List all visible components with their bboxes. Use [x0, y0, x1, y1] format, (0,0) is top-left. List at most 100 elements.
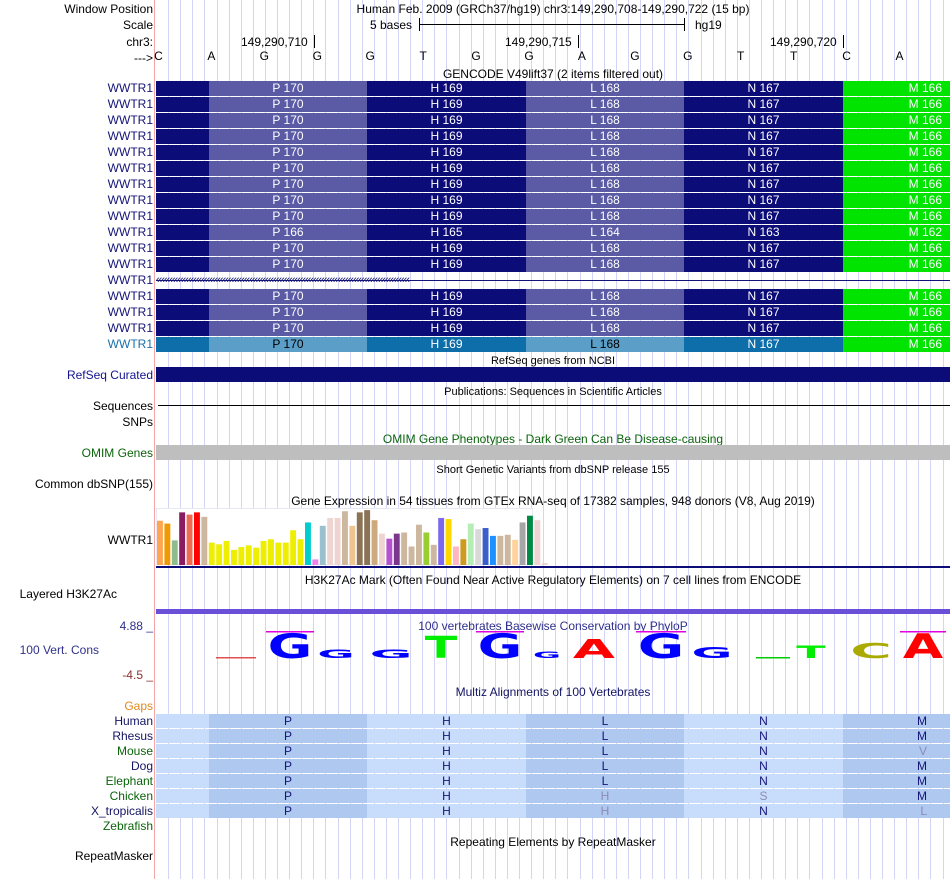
gencode-transcript-row[interactable]: P 170 H 169 L 168 N 167 M 166	[156, 161, 950, 176]
gencode-row-label[interactable]: WWTR1	[107, 177, 153, 191]
gencode-row-label[interactable]: WWTR1	[107, 97, 153, 111]
species-label[interactable]: Rhesus	[112, 729, 153, 743]
codon-segment: L 168	[526, 209, 684, 224]
gencode-row-label[interactable]: WWTR1	[107, 209, 153, 223]
gencode-row-label[interactable]: WWTR1	[107, 145, 153, 159]
gencode-transcript-row[interactable]: P 170 H 169 L 168 N 167 M 166	[156, 209, 950, 224]
gencode-transcript-row[interactable]: P 170 H 169 L 168 N 167 M 166	[156, 113, 950, 128]
alignment-codon: H	[367, 774, 526, 788]
sequence-base: A	[895, 49, 904, 63]
gencode-transcript-row[interactable]: P 170 H 169 L 168 N 167 M 166	[156, 305, 950, 320]
species-label[interactable]: Mouse	[116, 744, 153, 758]
repeatmasker-title: Repeating Elements by RepeatMasker	[450, 835, 656, 849]
gtex-tissue-bar	[423, 532, 430, 565]
sequence-base: A	[207, 49, 216, 63]
codon-partial	[156, 209, 209, 224]
browser-tracks[interactable]: Human Feb. 2009 (GRCh37/hg19) chr3:149,2…	[154, 0, 950, 879]
species-label[interactable]: Dog	[130, 759, 153, 773]
gencode-transcript-row[interactable]: P 170 H 169 L 168 N 167 M 166	[156, 177, 950, 192]
gencode-row-label[interactable]: WWTR1	[107, 193, 153, 207]
codon-segment: H 169	[367, 241, 526, 256]
gencode-transcript-row[interactable]: P 170 H 169 L 168 N 167 M 166	[156, 289, 950, 304]
gencode-transcript-row[interactable]: P 170 H 169 L 168 N 167 M 166	[156, 337, 950, 352]
gencode-row-label[interactable]: WWTR1	[107, 321, 153, 335]
gencode-row-label[interactable]: WWTR1	[107, 241, 153, 255]
snps-label[interactable]: SNPs	[122, 415, 153, 429]
refseq-label[interactable]: RefSeq Curated	[66, 368, 153, 382]
omim-title: OMIM Gene Phenotypes - Dark Green Can Be…	[382, 432, 724, 446]
gencode-transcript-row[interactable]: P 170 H 169 L 168 N 167 M 166	[156, 321, 950, 336]
gencode-intron-row[interactable]: ‹‹‹‹‹‹‹‹‹‹‹‹‹‹‹‹‹‹‹‹‹‹‹‹‹‹‹‹‹‹‹‹‹‹‹‹‹‹‹‹…	[156, 273, 950, 288]
alignment-codon: L	[526, 759, 684, 773]
codon-partial	[156, 145, 209, 160]
gtex-tissue-bar	[268, 539, 274, 565]
dbsnp-label[interactable]: Common dbSNP(155)	[34, 477, 153, 491]
codon-partial	[156, 321, 209, 336]
gencode-transcript-row[interactable]: P 170 H 169 L 168 N 167 M 166	[156, 129, 950, 144]
gtex-tissue-bar	[527, 515, 533, 565]
codon-pad	[942, 321, 950, 336]
h3k27ac-signal[interactable]	[156, 609, 950, 614]
gtex-bar-chart[interactable]	[156, 508, 950, 570]
gtex-tissue-bar	[453, 546, 459, 565]
species-label[interactable]: Human	[114, 714, 153, 728]
gencode-row-label[interactable]: WWTR1	[107, 305, 153, 319]
publications-title: Publications: Sequences in Scientific Ar…	[444, 386, 662, 398]
omim-gene-bar[interactable]	[156, 445, 950, 460]
gencode-transcript-row[interactable]: P 166 H 165 L 164 N 163 M 162	[156, 225, 950, 240]
gencode-transcript-row[interactable]: P 170 H 169 L 168 N 167 M 166	[156, 241, 950, 256]
codon-partial	[156, 305, 209, 320]
ruler-tick	[314, 35, 315, 48]
gencode-transcript-row[interactable]: P 170 H 169 L 168 N 167 M 166	[156, 145, 950, 160]
gencode-row-label[interactable]: WWTR1	[107, 113, 153, 127]
multiz-title: Multiz Alignments of 100 Vertebrates	[455, 685, 651, 699]
codon-segment: H 169	[367, 129, 526, 144]
assembly-title: Human Feb. 2009 (GRCh37/hg19) chr3:149,2…	[356, 2, 750, 16]
h3k27ac-label[interactable]: Layered H3K27Ac	[19, 587, 117, 601]
gencode-row-label[interactable]: WWTR1	[107, 161, 153, 175]
gtex-tissue-bar	[497, 535, 504, 565]
gencode-transcript-row[interactable]: P 170 H 169 L 168 N 167 M 166	[156, 97, 950, 112]
codon-partial	[156, 241, 209, 256]
publications-line	[158, 405, 950, 406]
gencode-row-label[interactable]: WWTR1	[107, 257, 153, 271]
alignment-partial	[156, 789, 209, 803]
gencode-row-label[interactable]: WWTR1	[107, 81, 153, 95]
refseq-gene-bar[interactable]	[156, 367, 950, 382]
species-label[interactable]: Elephant	[105, 774, 153, 788]
gencode-row-label[interactable]: WWTR1	[107, 289, 153, 303]
codon-segment: L 168	[526, 321, 684, 336]
codon-segment: M 166	[843, 289, 942, 304]
species-label[interactable]: X_tropicalis	[90, 804, 153, 818]
gaps-label: Gaps	[124, 699, 153, 713]
phylop-base-letter: G	[370, 647, 413, 661]
gencode-row-label[interactable]: WWTR1	[107, 129, 153, 143]
gencode-row-label[interactable]: WWTR1	[107, 225, 153, 239]
repeatmasker-label[interactable]: RepeatMasker	[74, 849, 153, 863]
gencode-transcript-row[interactable]: P 170 H 169 L 168 N 167 M 166	[156, 81, 950, 96]
species-label[interactable]: Chicken	[109, 789, 153, 803]
sequence-base: G	[259, 49, 269, 63]
publications-label[interactable]: Sequences	[92, 399, 153, 413]
gencode-transcript-row[interactable]: P 170 H 169 L 168 N 167 M 166	[156, 193, 950, 208]
track-labels: Window Position Scale chr3: ---> WWTR1 WW…	[0, 0, 153, 879]
phylop-base-letter: A	[573, 635, 615, 664]
gencode-transcript-row[interactable]: P 170 H 169 L 168 N 167 M 166	[156, 257, 950, 272]
omim-label[interactable]: OMIM Genes	[81, 446, 153, 460]
codon-segment: P 170	[209, 337, 367, 352]
phylop-base-letter: G	[692, 644, 733, 662]
gencode-row-label[interactable]: WWTR1	[107, 273, 153, 287]
gtex-tissue-bar	[164, 523, 171, 565]
alignment-codon: N	[684, 774, 843, 788]
gencode-row-label[interactable]: WWTR1	[107, 337, 153, 351]
phylop-label[interactable]: 100 Vert. Cons	[19, 643, 99, 657]
gtex-label[interactable]: WWTR1	[107, 533, 153, 547]
